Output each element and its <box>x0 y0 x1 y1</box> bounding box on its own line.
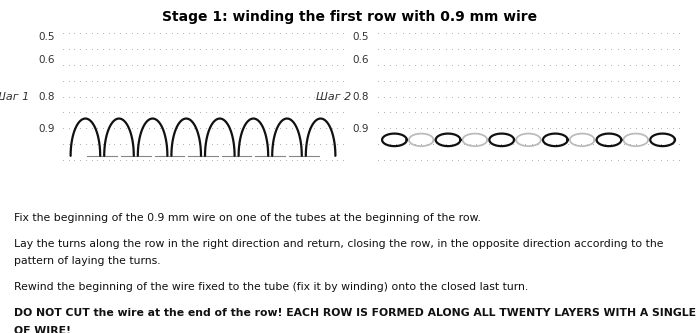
Text: Stage 1: winding the first row with 0.9 mm wire: Stage 1: winding the first row with 0.9 … <box>162 10 538 24</box>
Text: Шаг 2: Шаг 2 <box>316 92 351 102</box>
Text: 0.6: 0.6 <box>353 55 369 65</box>
Text: Fix the beginning of the 0.9 mm wire on one of the tubes at the beginning of the: Fix the beginning of the 0.9 mm wire on … <box>14 213 481 223</box>
Text: 0.8: 0.8 <box>353 92 369 102</box>
Text: 0.5: 0.5 <box>353 32 369 42</box>
Text: 0.5: 0.5 <box>38 32 55 42</box>
Text: OF WIRE!: OF WIRE! <box>14 326 71 333</box>
Text: 0.6: 0.6 <box>38 55 55 65</box>
Text: 0.9: 0.9 <box>353 124 369 134</box>
Text: Шаг 1: Шаг 1 <box>0 92 29 102</box>
Text: 0.8: 0.8 <box>38 92 55 102</box>
Text: pattern of laying the turns.: pattern of laying the turns. <box>14 256 160 266</box>
Text: Lay the turns along the row in the right direction and return, closing the row, : Lay the turns along the row in the right… <box>14 239 664 249</box>
Text: DO NOT CUT the wire at the end of the row! EACH ROW IS FORMED ALONG ALL TWENTY L: DO NOT CUT the wire at the end of the ro… <box>14 308 700 318</box>
Text: 0.9: 0.9 <box>38 124 55 134</box>
Text: Rewind the beginning of the wire fixed to the tube (fix it by winding) onto the : Rewind the beginning of the wire fixed t… <box>14 282 528 292</box>
